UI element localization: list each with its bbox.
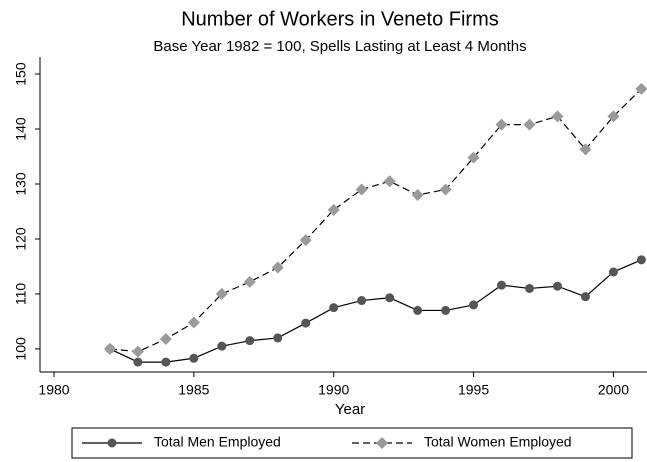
- x-axis-title: Year: [335, 401, 365, 418]
- y-tick-label: 120: [13, 227, 29, 251]
- marker: [580, 292, 590, 302]
- y-tick-label: 110: [13, 283, 29, 306]
- marker: [329, 303, 339, 313]
- marker: [161, 357, 171, 367]
- marker: [245, 336, 255, 346]
- legend-label: Total Women Employed: [424, 434, 572, 450]
- marker: [215, 287, 228, 300]
- marker: [552, 281, 562, 291]
- marker: [327, 203, 340, 216]
- marker: [385, 293, 395, 303]
- marker: [441, 305, 451, 315]
- legend-marker: [107, 438, 117, 448]
- legend-marker: [376, 437, 388, 449]
- legend-label: Total Men Employed: [154, 434, 281, 450]
- x-tick-label: 1995: [458, 382, 489, 398]
- series-line: [109, 259, 642, 363]
- x-tick-label: 1985: [178, 382, 209, 398]
- marker: [495, 118, 508, 131]
- marker: [301, 318, 311, 328]
- marker: [243, 275, 256, 288]
- marker: [523, 118, 536, 131]
- marker: [187, 316, 200, 329]
- marker: [636, 255, 646, 265]
- marker: [271, 261, 284, 274]
- marker: [579, 143, 592, 156]
- y-tick-label: 150: [13, 62, 29, 86]
- marker: [635, 82, 647, 95]
- y-tick-label: 140: [13, 117, 29, 141]
- marker: [497, 280, 507, 290]
- chart-subtitle: Base Year 1982 = 100, Spells Lasting at …: [153, 38, 526, 55]
- x-tick-label: 1990: [318, 382, 349, 398]
- marker: [159, 333, 172, 346]
- x-tick-label: 1980: [38, 382, 69, 398]
- marker: [133, 357, 143, 367]
- y-tick-label: 130: [13, 172, 29, 196]
- y-tick-label: 100: [13, 337, 29, 361]
- series-line: [109, 88, 642, 353]
- marker: [439, 183, 452, 196]
- x-tick-label: 2000: [598, 382, 629, 398]
- marker: [411, 188, 424, 201]
- marker: [355, 183, 368, 196]
- marker: [273, 333, 283, 343]
- marker: [103, 342, 116, 355]
- marker: [413, 305, 423, 315]
- marker: [131, 345, 144, 358]
- marker: [357, 296, 367, 306]
- marker: [608, 267, 618, 277]
- marker: [469, 300, 479, 310]
- marker: [551, 110, 564, 123]
- chart-title: Number of Workers in Veneto Firms: [181, 8, 499, 30]
- marker: [383, 175, 396, 188]
- marker: [607, 110, 620, 123]
- marker: [525, 283, 535, 293]
- marker: [299, 234, 312, 247]
- marker: [217, 341, 227, 351]
- marker: [467, 151, 480, 164]
- marker: [189, 353, 199, 363]
